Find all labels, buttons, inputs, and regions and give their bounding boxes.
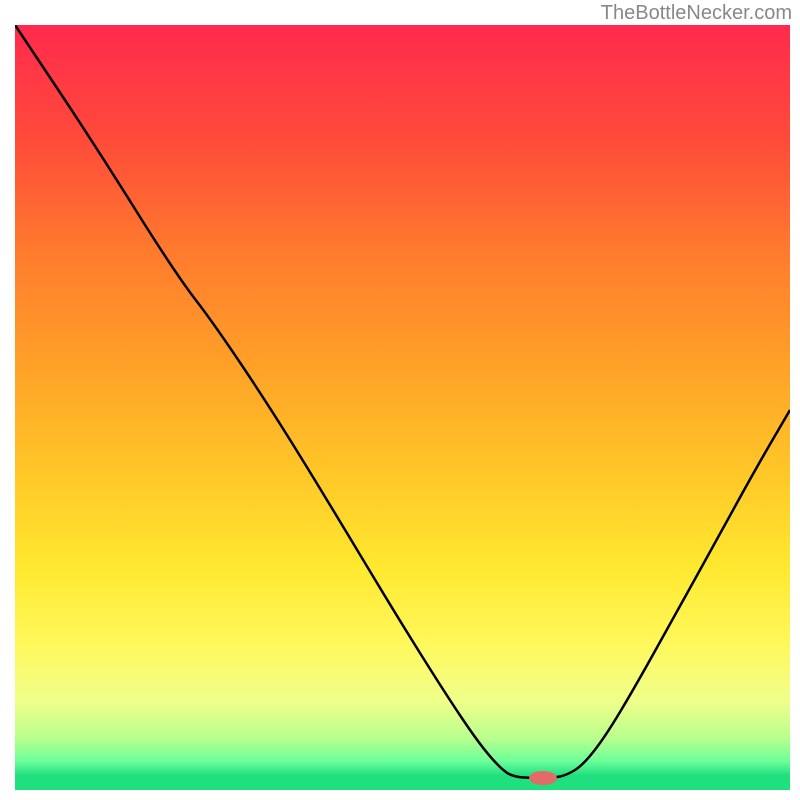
watermark-text: TheBottleNecker.com xyxy=(601,2,792,25)
plot-svg xyxy=(15,25,790,790)
gradient-background xyxy=(15,25,790,776)
bottleneck-chart: TheBottleNecker.com xyxy=(0,0,800,800)
bottom-green-band xyxy=(15,776,790,790)
plot-area xyxy=(15,25,790,790)
optimal-marker xyxy=(529,771,557,785)
